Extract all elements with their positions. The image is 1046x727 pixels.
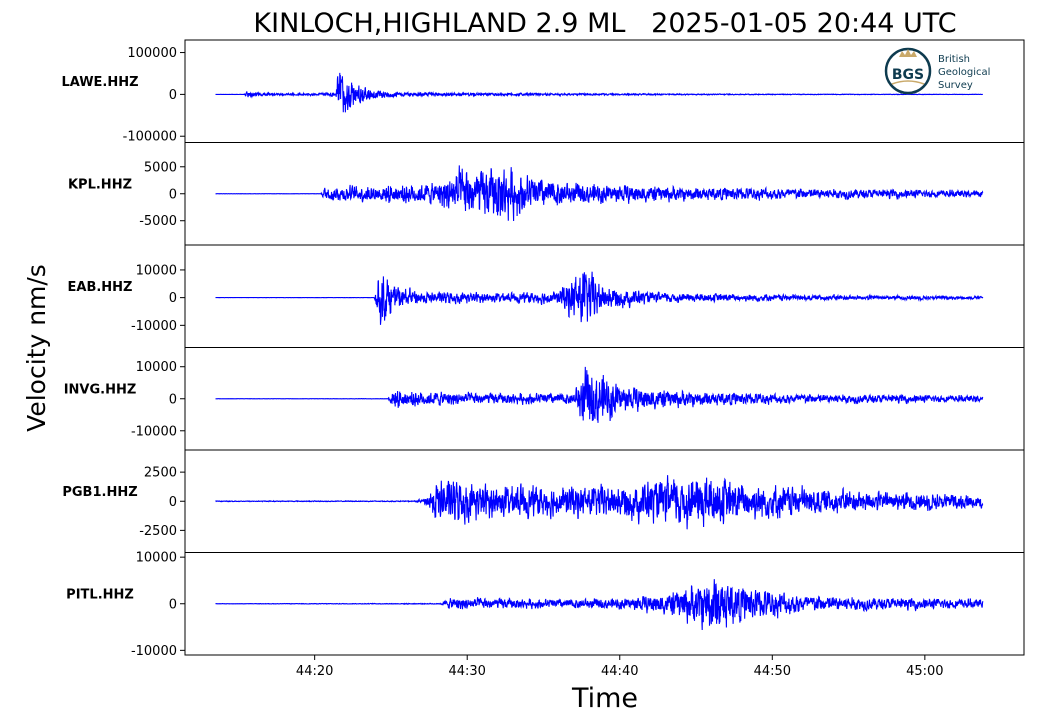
waveform-trace xyxy=(215,271,984,325)
y-tick-label: -5000 xyxy=(139,214,177,229)
y-tick-label: 2500 xyxy=(144,466,177,481)
y-tick-label: -10000 xyxy=(131,424,177,439)
landscape-icon xyxy=(891,80,925,85)
y-tick-label: 10000 xyxy=(136,360,177,375)
station-label: LAWE.HHZ xyxy=(61,75,138,90)
trace-panel: PITL.HHZ 10000 0 -10000 xyxy=(66,551,1025,659)
x-tick-label: 44:30 xyxy=(448,664,485,679)
y-tick-label: 10000 xyxy=(136,551,177,566)
y-tick-label: 10000 xyxy=(136,263,177,278)
bgs-logo-line-1: British xyxy=(938,54,970,65)
x-tick-label: 44:20 xyxy=(296,664,333,679)
waveform-trace xyxy=(215,475,984,530)
trace-panel: INVG.HHZ 10000 0 -10000 xyxy=(64,347,1025,451)
chart-title: KINLOCH,HIGHLAND 2.9 ML 2025-01-05 20:44… xyxy=(253,8,956,39)
trace-panel: PGB1.HHZ 2500 0 -2500 xyxy=(62,449,1025,553)
y-tick-label: 0 xyxy=(169,392,177,407)
bgs-logo-badge: BGS xyxy=(892,67,924,83)
y-tick-label: 0 xyxy=(169,495,177,510)
x-axis-ticks: 44:20 44:30 44:40 44:50 45:00 xyxy=(296,655,944,679)
trace-panels: LAWE.HHZ1000000-100000KPL.HHZ50000-5000E… xyxy=(61,39,1025,659)
y-tick-label: 0 xyxy=(169,88,177,103)
y-tick-label: -2500 xyxy=(139,524,177,539)
waveform-trace xyxy=(215,366,984,423)
y-tick-label: 100000 xyxy=(127,46,177,61)
waveform-trace xyxy=(215,579,984,631)
y-tick-label: -10000 xyxy=(131,319,177,334)
x-tick-label: 45:00 xyxy=(906,664,943,679)
station-label: INVG.HHZ xyxy=(64,383,137,398)
y-tick-label: 0 xyxy=(169,597,177,612)
waveform-trace xyxy=(215,72,983,113)
y-tick-label: -10000 xyxy=(131,644,177,659)
station-label: PGB1.HHZ xyxy=(62,485,137,500)
y-tick-label: 0 xyxy=(169,187,177,202)
trace-panel: LAWE.HHZ 100000 0 -100000 xyxy=(61,39,1025,145)
crown-icon xyxy=(899,49,917,57)
bgs-logo-line-2: Geological xyxy=(938,67,990,78)
bgs-logo: BGS British Geological Survey xyxy=(884,47,990,95)
trace-panel: KPL.HHZ 5000 0 -5000 xyxy=(68,142,1025,246)
y-axis-label: Velocity nm/s xyxy=(22,264,51,432)
station-label: PITL.HHZ xyxy=(66,588,134,603)
waveform-trace xyxy=(215,165,984,222)
y-tick-label: 0 xyxy=(169,291,177,306)
y-tick-label: 5000 xyxy=(144,160,177,175)
station-label: EAB.HHZ xyxy=(68,280,133,295)
station-label: KPL.HHZ xyxy=(68,178,132,193)
x-tick-label: 44:50 xyxy=(754,664,791,679)
y-tick-label: -100000 xyxy=(123,130,177,145)
bgs-logo-line-3: Survey xyxy=(938,80,973,91)
x-axis-label: Time xyxy=(571,683,638,714)
x-tick-label: 44:40 xyxy=(601,664,638,679)
